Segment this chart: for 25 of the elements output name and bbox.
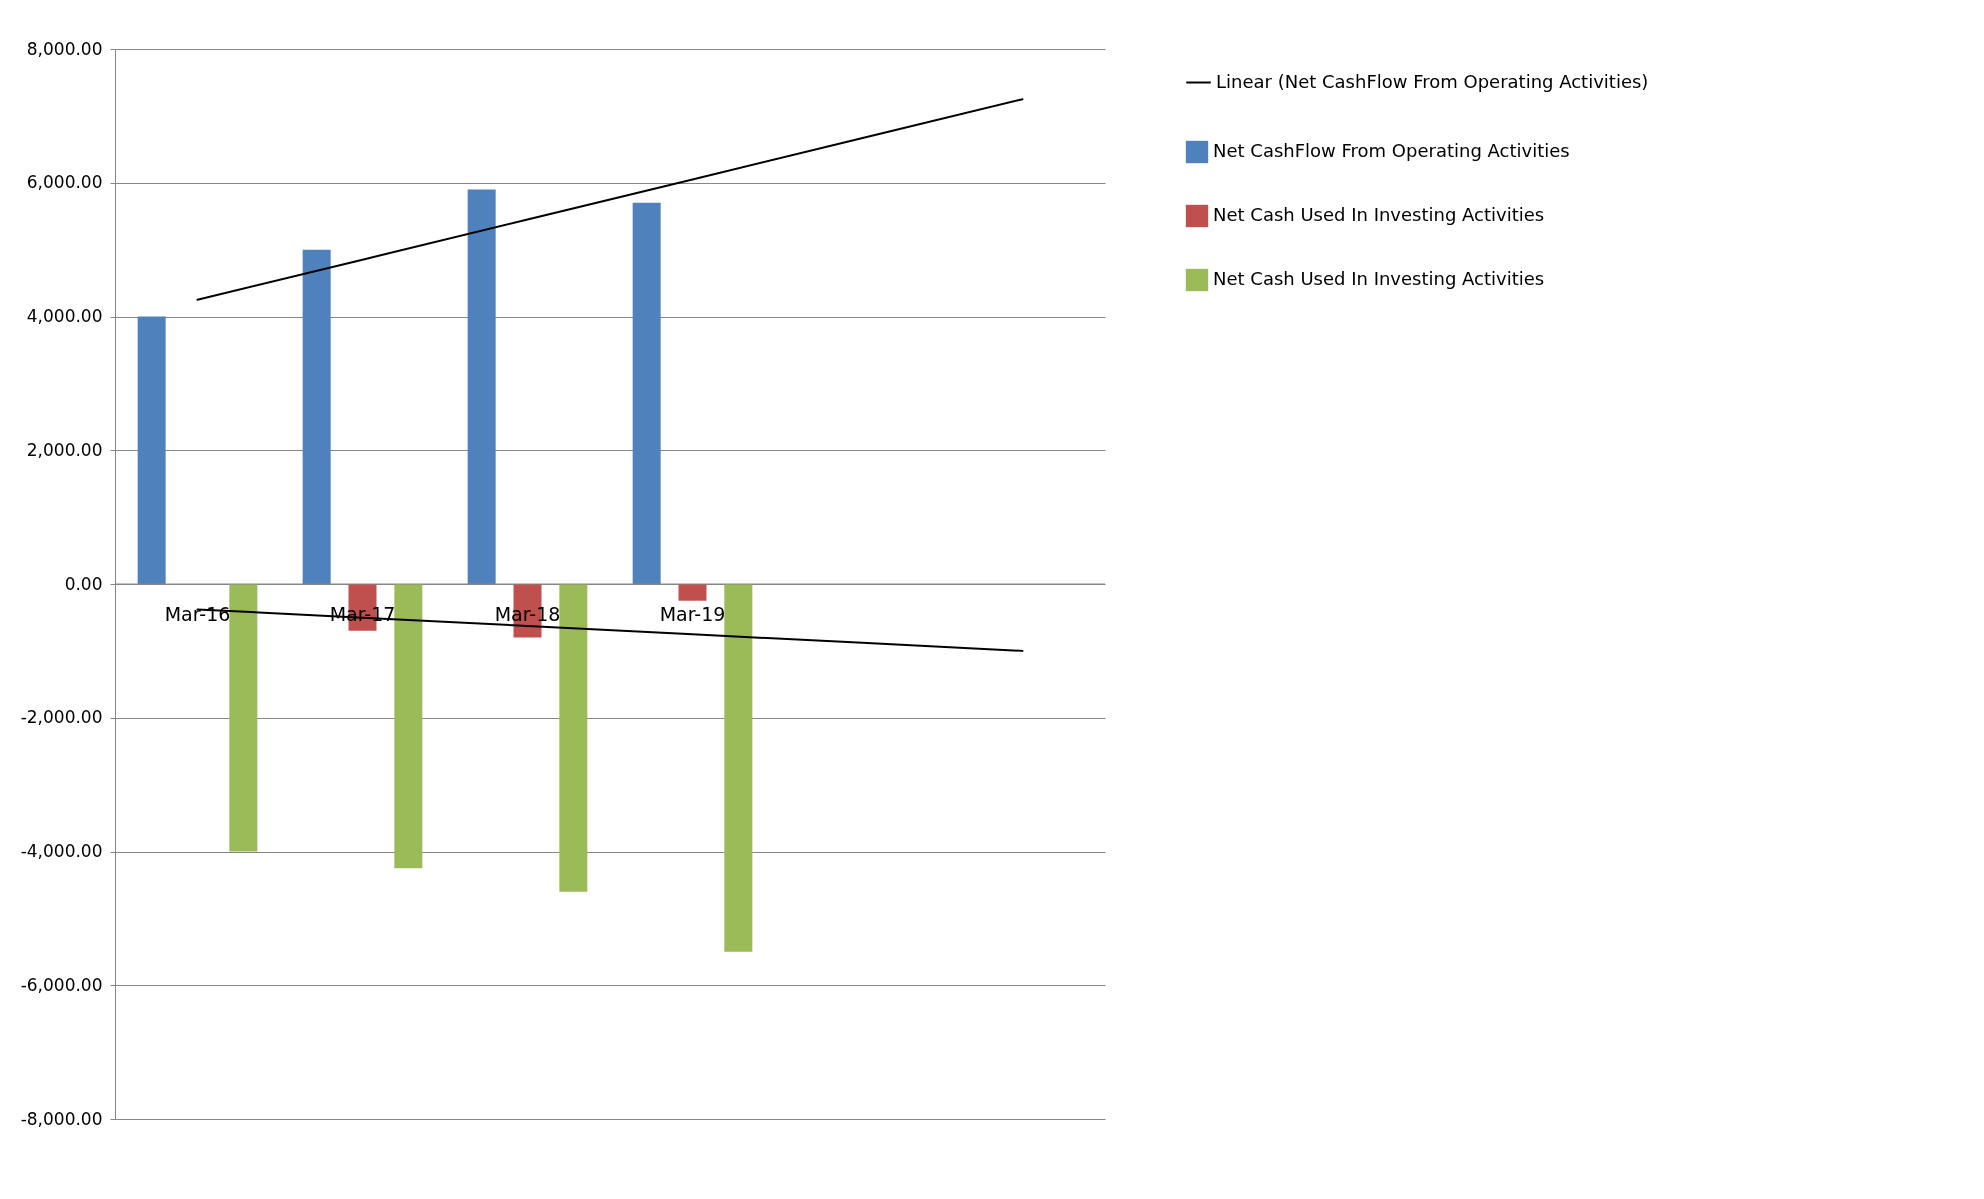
x-tick-label: Mar-16 <box>164 603 231 625</box>
bar <box>632 202 661 584</box>
bar <box>467 189 496 584</box>
y-tick-label: -4,000.00 <box>20 841 103 861</box>
bar <box>302 249 331 584</box>
y-tick-label: -6,000.00 <box>20 974 103 995</box>
bar <box>559 584 588 892</box>
legend-label: Net CashFlow From Operating Activities <box>1213 140 1570 161</box>
x-tick-label: Mar-19 <box>659 603 726 625</box>
y-tick-label: -2,000.00 <box>20 707 103 728</box>
y-tick-label: 6,000.00 <box>26 172 103 193</box>
bar <box>229 584 258 852</box>
legend-label: Net Cash Used In Investing Activities <box>1213 204 1545 225</box>
y-tick-label: 0.00 <box>64 573 103 594</box>
y-tick-label: 8,000.00 <box>26 38 103 59</box>
y-tick-label: 2,000.00 <box>26 439 103 460</box>
bar <box>137 316 166 584</box>
bar <box>394 584 423 869</box>
line-series <box>196 98 1024 301</box>
bar <box>678 584 707 601</box>
y-tick-label: -8,000.00 <box>20 1108 103 1129</box>
bar <box>724 584 753 952</box>
legend-label: Linear (Net CashFlow From Operating Activities) <box>1216 70 1649 92</box>
legend-label: Net Cash Used In Investing Activities <box>1213 268 1545 289</box>
y-tick-label: 4,000.00 <box>26 306 103 326</box>
